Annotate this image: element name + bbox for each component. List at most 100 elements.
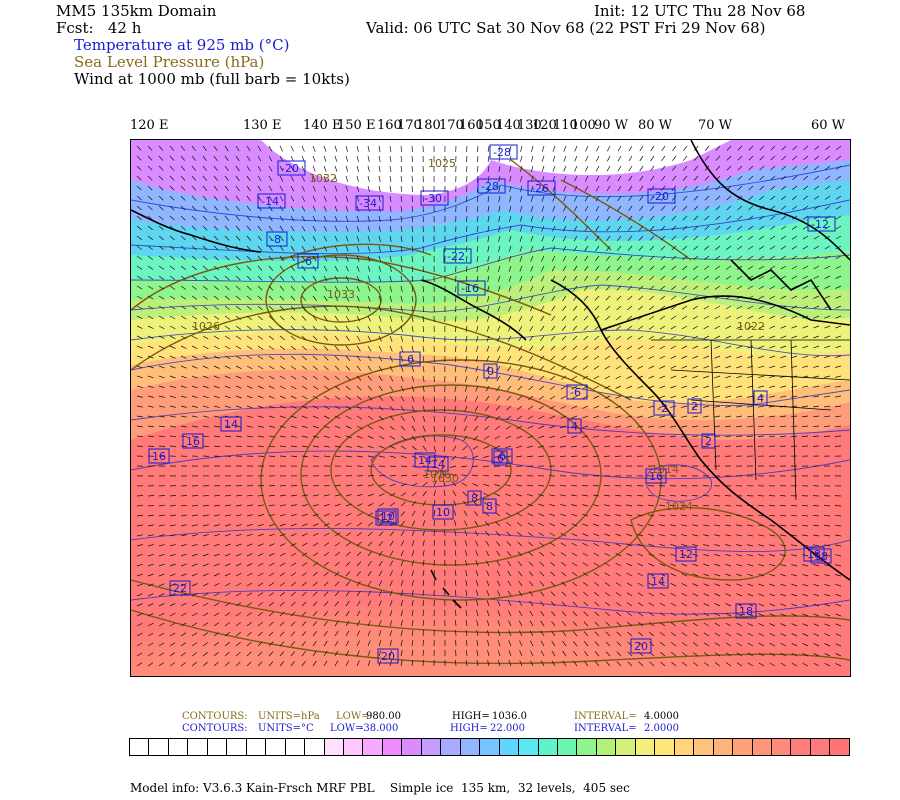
wind-barb bbox=[529, 335, 534, 342]
wind-barb bbox=[551, 255, 556, 262]
wind-barb bbox=[334, 601, 339, 607]
temperature-label-box bbox=[377, 508, 399, 524]
wind-barb bbox=[541, 155, 545, 162]
wind-barb bbox=[246, 345, 253, 350]
wind-barb bbox=[670, 325, 677, 330]
wind-barb bbox=[400, 175, 403, 182]
wind-barb bbox=[290, 533, 297, 537]
wind-barb bbox=[584, 175, 589, 182]
wind-barb bbox=[791, 554, 798, 557]
wind-barb bbox=[517, 561, 523, 567]
wind-barb bbox=[671, 205, 677, 211]
wind-barb bbox=[367, 484, 374, 487]
wind-barb bbox=[615, 533, 622, 537]
wind-barb bbox=[464, 540, 468, 547]
wind-barb bbox=[780, 355, 787, 359]
wind-barb bbox=[356, 215, 360, 222]
wind-barb bbox=[466, 195, 468, 203]
wind-barb bbox=[378, 235, 381, 242]
wind-barb bbox=[422, 245, 424, 253]
wind-barb bbox=[202, 445, 210, 447]
wind-barb bbox=[268, 245, 273, 252]
wind-barb bbox=[638, 245, 644, 251]
wind-barb bbox=[780, 593, 787, 597]
wind-barb bbox=[604, 533, 611, 537]
wind-barb bbox=[169, 514, 176, 517]
wind-barb bbox=[400, 295, 403, 302]
wind-barb bbox=[616, 265, 622, 271]
temperature-label: 14 bbox=[431, 458, 445, 471]
wind-barb bbox=[378, 205, 381, 212]
wind-barb bbox=[516, 425, 523, 430]
wind-barb bbox=[202, 155, 207, 162]
wind-barb bbox=[323, 155, 327, 162]
wind-barb bbox=[550, 591, 556, 597]
wind-barb bbox=[158, 612, 165, 617]
wind-barb bbox=[692, 622, 699, 627]
wind-barb bbox=[356, 385, 362, 391]
wind-barb bbox=[158, 225, 164, 231]
wind-barb bbox=[824, 315, 831, 319]
wind-barb bbox=[681, 652, 688, 657]
wind-barb bbox=[246, 582, 253, 587]
wind-barb bbox=[649, 285, 655, 291]
wind-barb bbox=[268, 543, 275, 547]
wind-barb bbox=[486, 365, 490, 372]
wind-barb bbox=[572, 572, 578, 577]
wind-barb bbox=[639, 155, 644, 162]
wind-barb bbox=[279, 155, 284, 162]
wind-barb bbox=[780, 275, 787, 280]
wind-barb bbox=[736, 514, 743, 517]
wind-barb bbox=[268, 405, 275, 409]
wind-barb bbox=[290, 205, 295, 212]
wind-barb bbox=[497, 325, 501, 332]
wind-barb bbox=[539, 561, 545, 567]
wind-barb bbox=[465, 315, 468, 322]
wind-barb bbox=[748, 155, 754, 161]
wind-barb bbox=[323, 385, 330, 390]
wind-barb bbox=[758, 632, 765, 637]
wind-barb bbox=[400, 145, 403, 153]
wind-barb bbox=[758, 563, 765, 567]
wind-barb bbox=[792, 145, 798, 151]
wind-barb bbox=[136, 375, 143, 379]
wind-barb bbox=[213, 165, 218, 172]
wind-barb bbox=[169, 155, 175, 161]
temperature-label-box bbox=[457, 280, 486, 296]
wind-barb bbox=[758, 642, 765, 647]
wind-barb bbox=[180, 205, 186, 211]
wind-barb bbox=[725, 405, 732, 408]
wind-barb bbox=[158, 285, 165, 290]
wind-barb bbox=[422, 395, 425, 402]
wind-barb bbox=[606, 215, 611, 222]
wind-barb bbox=[476, 215, 479, 222]
wind-barb bbox=[180, 245, 186, 251]
wind-barb bbox=[455, 619, 457, 627]
wind-barb bbox=[539, 365, 545, 371]
wind-barb bbox=[693, 225, 699, 231]
wind-barb bbox=[836, 155, 842, 160]
wind-barb bbox=[224, 245, 230, 251]
wind-barb bbox=[769, 623, 776, 627]
wind-barb bbox=[813, 185, 820, 190]
wind-barb bbox=[411, 474, 418, 477]
wind-barb bbox=[529, 610, 534, 617]
wind-barb bbox=[725, 335, 732, 339]
wind-barb bbox=[725, 544, 732, 547]
wind-barb bbox=[726, 155, 732, 161]
wind-barb bbox=[476, 295, 479, 302]
wind-barb bbox=[748, 215, 754, 221]
wind-barb bbox=[224, 205, 230, 211]
temperature-label-box bbox=[420, 190, 449, 206]
wind-barb bbox=[191, 375, 198, 379]
wind-barb bbox=[593, 405, 600, 409]
wind-barb bbox=[202, 602, 209, 607]
wind-barb bbox=[704, 255, 710, 260]
wind-barb bbox=[378, 445, 385, 449]
wind-barb bbox=[475, 540, 479, 547]
wind-barb bbox=[528, 375, 534, 381]
wind-barb bbox=[213, 315, 220, 320]
wind-barb bbox=[757, 504, 765, 507]
wind-barb bbox=[158, 235, 164, 241]
wind-barb bbox=[224, 602, 231, 607]
